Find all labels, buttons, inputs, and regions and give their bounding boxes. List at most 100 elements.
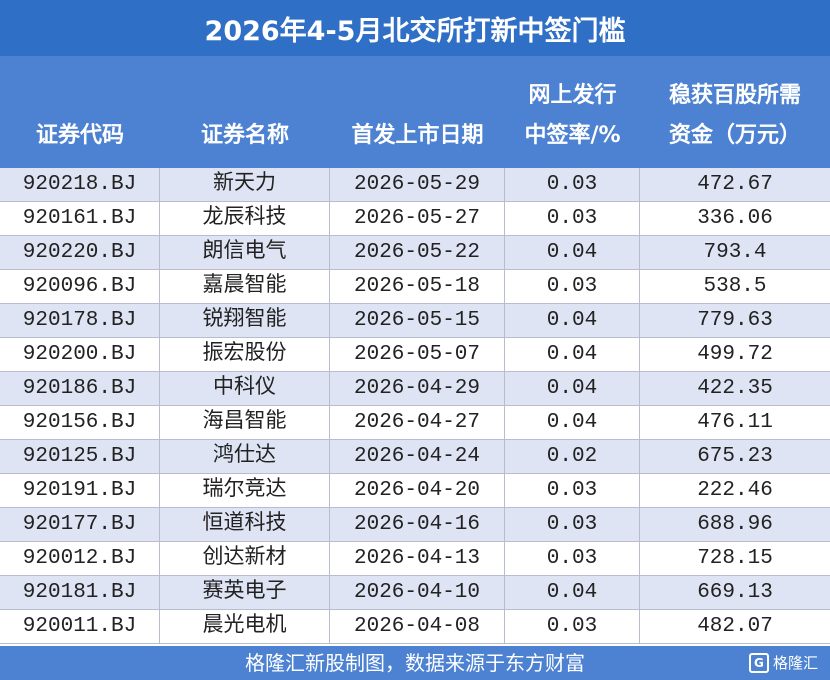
table-row: 920191.BJ 瑞尔竞达 2026-04-20 0.03 222.46	[0, 474, 830, 508]
table-cell: 2026-05-27	[330, 202, 505, 235]
table-row: 920011.BJ 晨光电机 2026-04-08 0.03 482.07	[0, 610, 830, 644]
header-line: 中签率/%	[524, 123, 621, 148]
table-row: 920200.BJ 振宏股份 2026-05-07 0.04 499.72	[0, 338, 830, 372]
table-cell: 2026-05-15	[330, 304, 505, 337]
table-cell: 920161.BJ	[0, 202, 160, 235]
table-cell: 鸿仕达	[160, 440, 330, 473]
table-cell: 2026-05-29	[330, 168, 505, 201]
table-cell: 920012.BJ	[0, 542, 160, 575]
table-cell: 0.03	[505, 202, 640, 235]
header-cell: 网上发行中签率/%	[505, 76, 640, 156]
table-row: 920178.BJ 锐翔智能 2026-05-15 0.04 779.63	[0, 304, 830, 338]
table-cell: 920125.BJ	[0, 440, 160, 473]
logo: G 格隆汇	[748, 653, 818, 673]
table-cell: 2026-04-16	[330, 508, 505, 541]
table-cell: 新天力	[160, 168, 330, 201]
table-cell: 920181.BJ	[0, 576, 160, 609]
table-cell: 920011.BJ	[0, 610, 160, 643]
table-cell: 晨光电机	[160, 610, 330, 643]
header-line: 稳获百股所需	[668, 83, 801, 108]
source-note: 格隆汇新股制图，数据来源于东方财富	[245, 651, 585, 675]
table-cell: 2026-04-13	[330, 542, 505, 575]
header-cell: 首发上市日期	[330, 116, 505, 156]
table-cell: 920177.BJ	[0, 508, 160, 541]
table-row: 920177.BJ 恒道科技 2026-04-16 0.03 688.96	[0, 508, 830, 542]
table-row: 920181.BJ 赛英电子 2026-04-10 0.04 669.13	[0, 576, 830, 610]
table-cell: 瑞尔竞达	[160, 474, 330, 507]
table-cell: 0.03	[505, 508, 640, 541]
table-cell: 赛英电子	[160, 576, 330, 609]
table-cell: 中科仪	[160, 372, 330, 405]
title: 2026年4-5月北交所打新中签门槛	[0, 0, 830, 56]
table-cell: 2026-04-27	[330, 406, 505, 439]
table-cell: 2026-04-08	[330, 610, 505, 643]
table-cell: 2026-04-10	[330, 576, 505, 609]
table-cell: 472.67	[697, 173, 773, 196]
table-cell: 龙辰科技	[160, 202, 330, 235]
table-header: 证券代码 证券名称 首发上市日期 网上发行 中签率/% 稳获百股所需 资金（万元）	[0, 56, 830, 168]
footer: 格隆汇新股制图，数据来源于东方财富 G 格隆汇	[0, 646, 830, 680]
table-cell: 0.03	[505, 542, 640, 575]
table-cell: 海昌智能	[160, 406, 330, 439]
table-row: 920220.BJ 朗信电气 2026-05-22 0.04 793.4	[0, 236, 830, 270]
header-cell: 证券代码	[0, 116, 160, 156]
table-cell: 482.07	[697, 615, 773, 638]
header-cell: 稳获百股所需 资金（万元）	[640, 76, 830, 156]
table-cell: 0.02	[505, 440, 640, 473]
table-cell: 0.04	[505, 576, 640, 609]
table-row: 920218.BJ 新天力 2026-05-29 0.03 472.67	[0, 168, 830, 202]
table-cell: 0.03	[505, 270, 640, 303]
table-cell: 锐翔智能	[160, 304, 330, 337]
table-cell: 振宏股份	[160, 338, 330, 371]
table-cell: 779.63	[697, 309, 773, 332]
table-cell: 675.23	[697, 445, 773, 468]
table-cell: 恒道科技	[160, 508, 330, 541]
table-cell: 793.4	[703, 241, 767, 264]
table-cell: 920200.BJ	[0, 338, 160, 371]
table-cell: 0.04	[505, 372, 640, 405]
logo-text: 格隆汇	[772, 654, 818, 672]
header-line: 资金（万元）	[668, 123, 801, 148]
table-cell: 920191.BJ	[0, 474, 160, 507]
table-cell: 538.5	[703, 275, 767, 298]
table-cell: 920178.BJ	[0, 304, 160, 337]
table-cell: 920096.BJ	[0, 270, 160, 303]
table-cell: 669.13	[697, 581, 773, 604]
table-cell: 422.35	[697, 377, 773, 400]
table-cell: 2026-04-20	[330, 474, 505, 507]
table-cell: 2026-05-07	[330, 338, 505, 371]
table-cell: 688.96	[697, 513, 773, 536]
table-cell: 0.03	[505, 474, 640, 507]
table-cell: 476.11	[697, 411, 773, 434]
table-cell: 0.04	[505, 406, 640, 439]
table-cell: 920218.BJ	[0, 168, 160, 201]
header-cell: 证券名称	[160, 116, 330, 156]
table-cell: 2026-05-22	[330, 236, 505, 269]
table-cell: 728.15	[697, 547, 773, 570]
table-cell: 920186.BJ	[0, 372, 160, 405]
table-row: 920186.BJ 中科仪 2026-04-29 0.04 422.35	[0, 372, 830, 406]
table-row: 920156.BJ 海昌智能 2026-04-27 0.04 476.11	[0, 406, 830, 440]
table-row: 920125.BJ 鸿仕达 2026-04-24 0.02 675.23	[0, 440, 830, 474]
table-cell: 0.04	[505, 304, 640, 337]
table-row: 920161.BJ 龙辰科技 2026-05-27 0.03 336.06	[0, 202, 830, 236]
logo-icon: G	[748, 653, 769, 673]
table-body: 920218.BJ 新天力 2026-05-29 0.03 472.67 920161.B…	[0, 168, 830, 644]
table-cell: 0.04	[505, 236, 640, 269]
table-cell: 嘉晨智能	[160, 270, 330, 303]
table-cell: 0.04	[505, 338, 640, 371]
header-line: 证券名称	[200, 123, 289, 148]
table-cell: 2026-04-24	[330, 440, 505, 473]
table-row: 920012.BJ 创达新材 2026-04-13 0.03 728.15	[0, 542, 830, 576]
header-line: 首发上市日期	[351, 123, 484, 148]
table-cell: 创达新材	[160, 542, 330, 575]
table-cell: 朗信电气	[160, 236, 330, 269]
table-cell: 920220.BJ	[0, 236, 160, 269]
table-cell: 499.72	[697, 343, 773, 366]
header-line: 网上发行	[528, 83, 617, 108]
table-row: 920096.BJ 嘉晨智能 2026-05-18 0.03 538.5	[0, 270, 830, 304]
table-cell: 920156.BJ	[0, 406, 160, 439]
table-cell: 0.03	[505, 610, 640, 643]
table-cell: 2026-04-29	[330, 372, 505, 405]
